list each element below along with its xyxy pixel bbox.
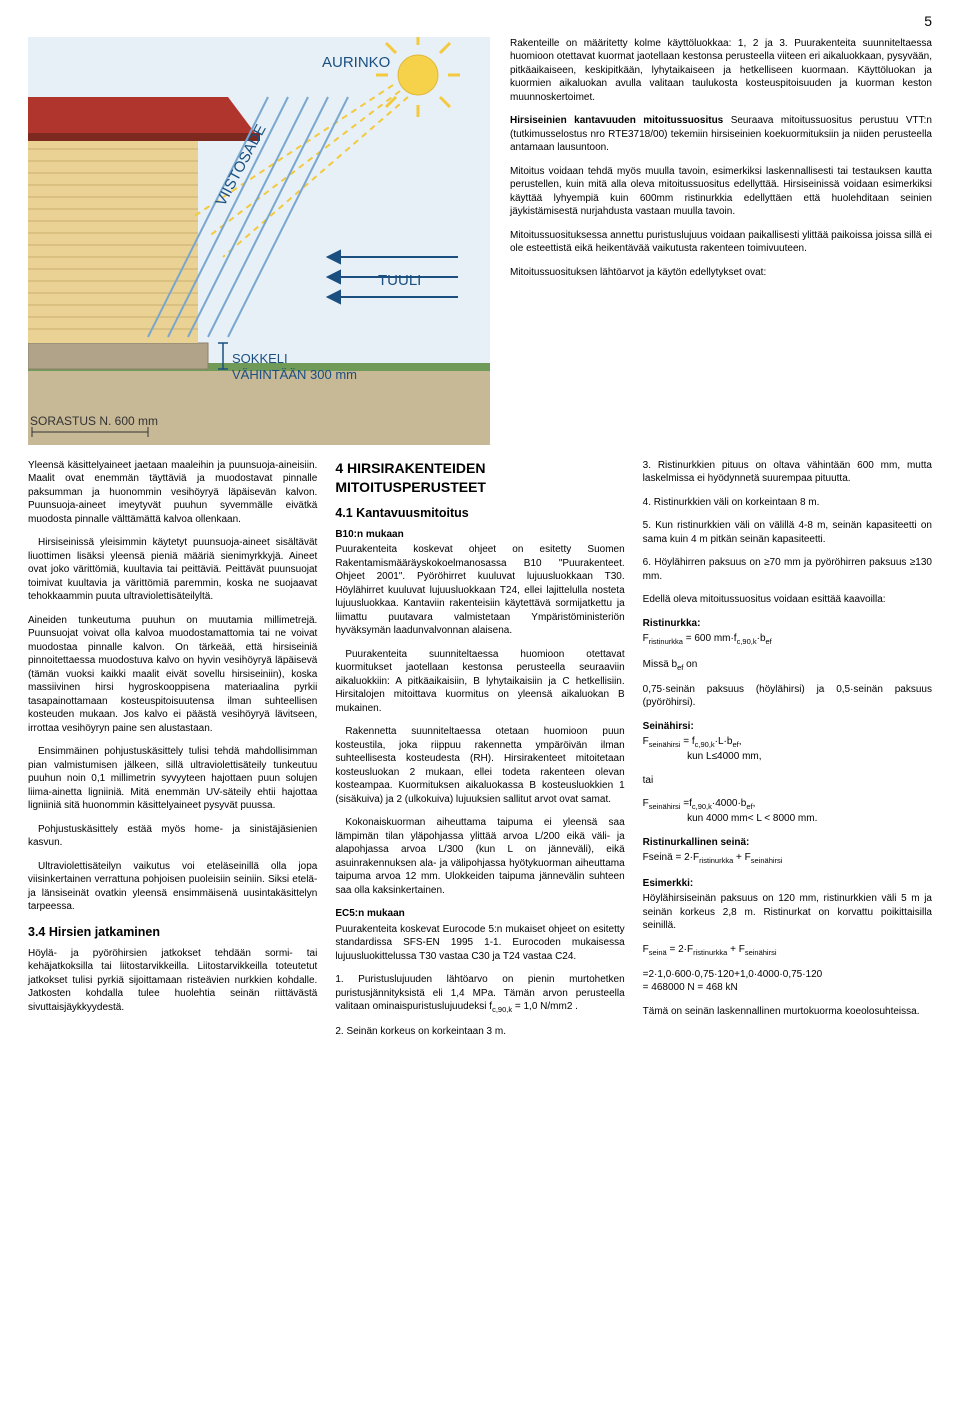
tai: tai — [643, 774, 932, 788]
label-plinth-h: VÄHINTÄÄN 300 mm — [232, 367, 357, 382]
item-1: 1. Puristuslujuuden lähtöarvo on pienin … — [335, 973, 624, 1015]
subhead-rn: Ristinurkka: — [643, 617, 932, 631]
p-c1-2: Hirsiseinissä yleisimmin käytetyt puunsu… — [28, 536, 317, 604]
subhead-es: Esimerkki: — [643, 877, 932, 891]
p-c3-3: Höylähirsiseinän paksuus on 120 mm, rist… — [643, 892, 932, 933]
p-c2-1: Puurakenteita koskevat ohjeet on esitett… — [335, 543, 624, 638]
p-c3-1: Edellä oleva mitoitussuositus voidaan es… — [643, 593, 932, 607]
p-tr4: Mitoitussuosituksessa annettu puristuslu… — [510, 229, 932, 256]
formula-rn: Fristinurkka = 600 mm·fc,90,k·bef — [643, 632, 932, 647]
p-c1-6: Ultraviolettisäteilyn vaikutus voi etelä… — [28, 860, 317, 914]
house-weather-figure: AURINKO VIISTOSADE TUULI SOKKELI VÄHINTÄ… — [28, 37, 490, 445]
label-wind: TUULI — [378, 272, 421, 289]
item-2: 2. Seinän korkeus on korkeintaan 3 m. — [335, 1025, 624, 1039]
p-c3-4: Tämä on seinän laskennallinen murtokuorm… — [643, 1005, 932, 1019]
p-c3-2: 0,75·seinän paksuus (höylähirsi) ja 0,5·… — [643, 683, 932, 710]
p-c2-3: Rakennetta suunniteltaessa otetaan huomi… — [335, 725, 624, 806]
heading-4-1: 4.1 Kantavuusmitoitus — [335, 505, 624, 522]
body-columns: Yleensä käsittelyaineet jaetaan maaleihi… — [28, 459, 932, 1039]
item-4: 4. Ristinurkkien väli on korkeintaan 8 m… — [643, 496, 932, 510]
label-eave: SORASTUS N. 600 mm — [30, 414, 158, 428]
label-plinth: SOKKELI — [232, 351, 288, 366]
item-5: 5. Kun ristinurkkien väli on välillä 4-8… — [643, 519, 932, 546]
page-number: 5 — [28, 12, 932, 31]
p-tr5: Mitoitussuosituksen lähtöarvot ja käytön… — [510, 266, 932, 280]
p-c1-4: Ensimmäinen pohjustuskäsittely tulisi te… — [28, 745, 317, 813]
formula-sh2: Fseinähirsi =fc,90,k·4000·bef, kun 4000 … — [643, 797, 932, 826]
top-right-text: Rakenteille on määritetty kolme käyttölu… — [510, 37, 932, 445]
heading-4: 4 HIRSIRAKENTEIDEN MITOITUSPERUSTEET — [335, 459, 624, 497]
heading-3-4: 3.4 Hirsien jatkaminen — [28, 924, 317, 941]
top-section: AURINKO VIISTOSADE TUULI SOKKELI VÄHINTÄ… — [28, 37, 932, 445]
formula-rks: Fseinä = 2·Fristinurkka + Fseinähirsi — [643, 851, 932, 866]
formula-es1: Fseinä = 2·Fristinurkka + Fseinähirsi — [643, 943, 932, 958]
formula-es2: =2·1,0·600·0,75·120+1,0·4000·0,75·120= 4… — [643, 968, 932, 995]
formula-sh1: Fseinähirsi = fc,90,k·L·bef, kun L≤4000 … — [643, 735, 932, 764]
label-sun: AURINKO — [322, 54, 390, 71]
subhead-rks: Ristinurkallinen seinä: — [643, 836, 932, 850]
p-c2-4: Kokonaiskuorman aiheuttama taipuma ei yl… — [335, 816, 624, 897]
subhead-ec5: EC5:n mukaan — [335, 907, 624, 921]
p-c1-1: Yleensä käsittelyaineet jaetaan maaleihi… — [28, 459, 317, 527]
subhead-b10: B10:n mukaan — [335, 528, 624, 542]
p-tr2: Hirsiseinien kantavuuden mitoitussuositu… — [510, 114, 932, 155]
item-3: 3. Ristinurkkien pituus on oltava vähint… — [643, 459, 932, 486]
subhead-sh: Seinähirsi: — [643, 720, 932, 734]
p-c1-3: Aineiden tunkeutuma puuhun on muutamia m… — [28, 614, 317, 736]
item-6: 6. Höylähirren paksuus on ≥70 mm ja pyör… — [643, 556, 932, 583]
p-c1-5: Pohjustuskäsittely estää myös home- ja s… — [28, 823, 317, 850]
p-tr3: Mitoitus voidaan tehdä myös muulla tavoi… — [510, 165, 932, 219]
p-tr1: Rakenteille on määritetty kolme käyttölu… — [510, 37, 932, 105]
p-c1-7: Höylä- ja pyöröhirsien jatkokset tehdään… — [28, 947, 317, 1015]
p-c2-5: Puurakenteita koskevat Eurocode 5:n muka… — [335, 923, 624, 964]
p-c2-2: Puurakenteita suunniteltaessa huomioon o… — [335, 648, 624, 716]
missa: Missä bef on — [643, 658, 932, 673]
